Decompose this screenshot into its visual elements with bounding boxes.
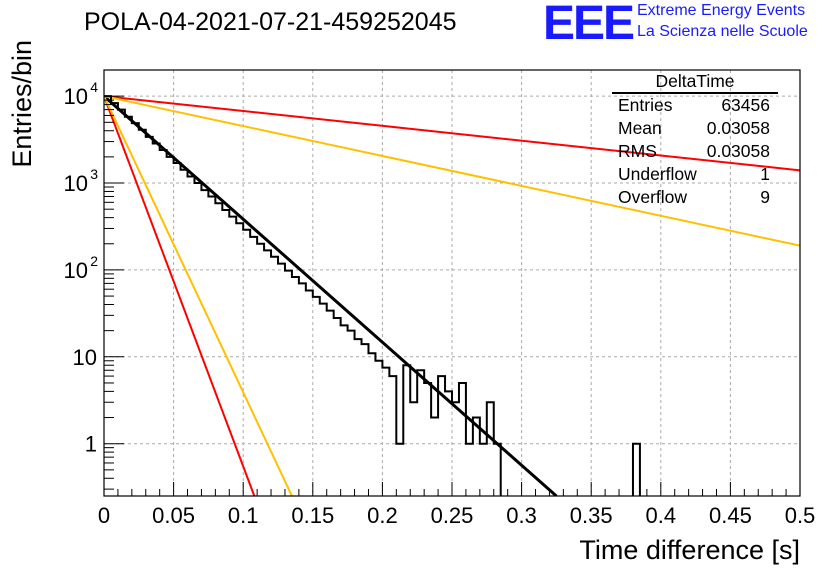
stat-value: 0.03058 [706, 141, 770, 161]
stat-row: Overflow 9 [610, 186, 778, 209]
stat-label: Overflow [618, 187, 688, 207]
y-axis-label: Entries/bin [7, 40, 37, 168]
y-tick-label: 10 [64, 171, 88, 196]
stat-label: Entries [618, 95, 673, 115]
y-tick-exponent: 4 [90, 79, 98, 95]
stat-value: 9 [760, 187, 770, 207]
x-tick-label: 0.45 [709, 503, 752, 528]
x-tick-label: 0.5 [785, 503, 816, 528]
histogram [104, 95, 641, 496]
fit-line [104, 95, 800, 172]
eee-logo: EEE [543, 0, 635, 50]
y-tick-exponent: 3 [90, 166, 98, 182]
stat-value: 1 [760, 164, 770, 184]
x-tick-label: 0.3 [506, 503, 537, 528]
stats-box: DeltaTime Entries 63456 Mean 0.03058 RMS… [610, 70, 778, 209]
logo-line-2: La Scienza nelle Scuole [637, 23, 808, 40]
y-tick-label: 10 [64, 84, 88, 109]
x-tick-label: 0.25 [431, 503, 474, 528]
stat-row: Underflow 1 [610, 163, 778, 186]
x-tick-label: 0.1 [228, 503, 259, 528]
stats-title: DeltaTime [612, 70, 778, 94]
stat-value: 0.03058 [706, 118, 770, 138]
stat-value: 63456 [721, 95, 770, 115]
fit-lines [104, 95, 800, 496]
y-tick-label: 1 [85, 432, 97, 457]
stat-label: RMS [618, 141, 657, 161]
axes: 0 0.05 0.1 0.15 0.2 0.25 0.3 0.35 0.4 0.45 0.5 1 10 1… [64, 69, 816, 528]
fit-line [104, 95, 293, 496]
x-tick-label: 0.15 [291, 503, 334, 528]
stat-row: RMS 0.03058 [610, 140, 778, 163]
logo-line-1: Extreme Energy Events [637, 2, 806, 19]
x-tick-label: 0.4 [646, 503, 677, 528]
stat-label: Mean [618, 118, 662, 138]
x-tick-label: 0.35 [570, 503, 613, 528]
stat-row: Entries 63456 [610, 94, 778, 117]
fit-line [104, 95, 800, 247]
x-axis-label: Time difference [s] [579, 535, 800, 565]
stat-label: Underflow [618, 164, 697, 184]
x-tick-label: 0 [98, 503, 110, 528]
histogram-outline [104, 95, 641, 496]
x-tick-label: 0.05 [152, 503, 195, 528]
stat-row: Mean 0.03058 [610, 117, 778, 140]
y-tick-label: 10 [73, 345, 97, 370]
fit-line [104, 95, 256, 496]
grid [104, 70, 800, 496]
y-tick-exponent: 2 [90, 253, 98, 269]
x-tick-label: 0.2 [367, 503, 398, 528]
chart-title: POLA-04-2021-07-21-459252045 [84, 8, 457, 36]
y-tick-label: 10 [64, 258, 88, 283]
